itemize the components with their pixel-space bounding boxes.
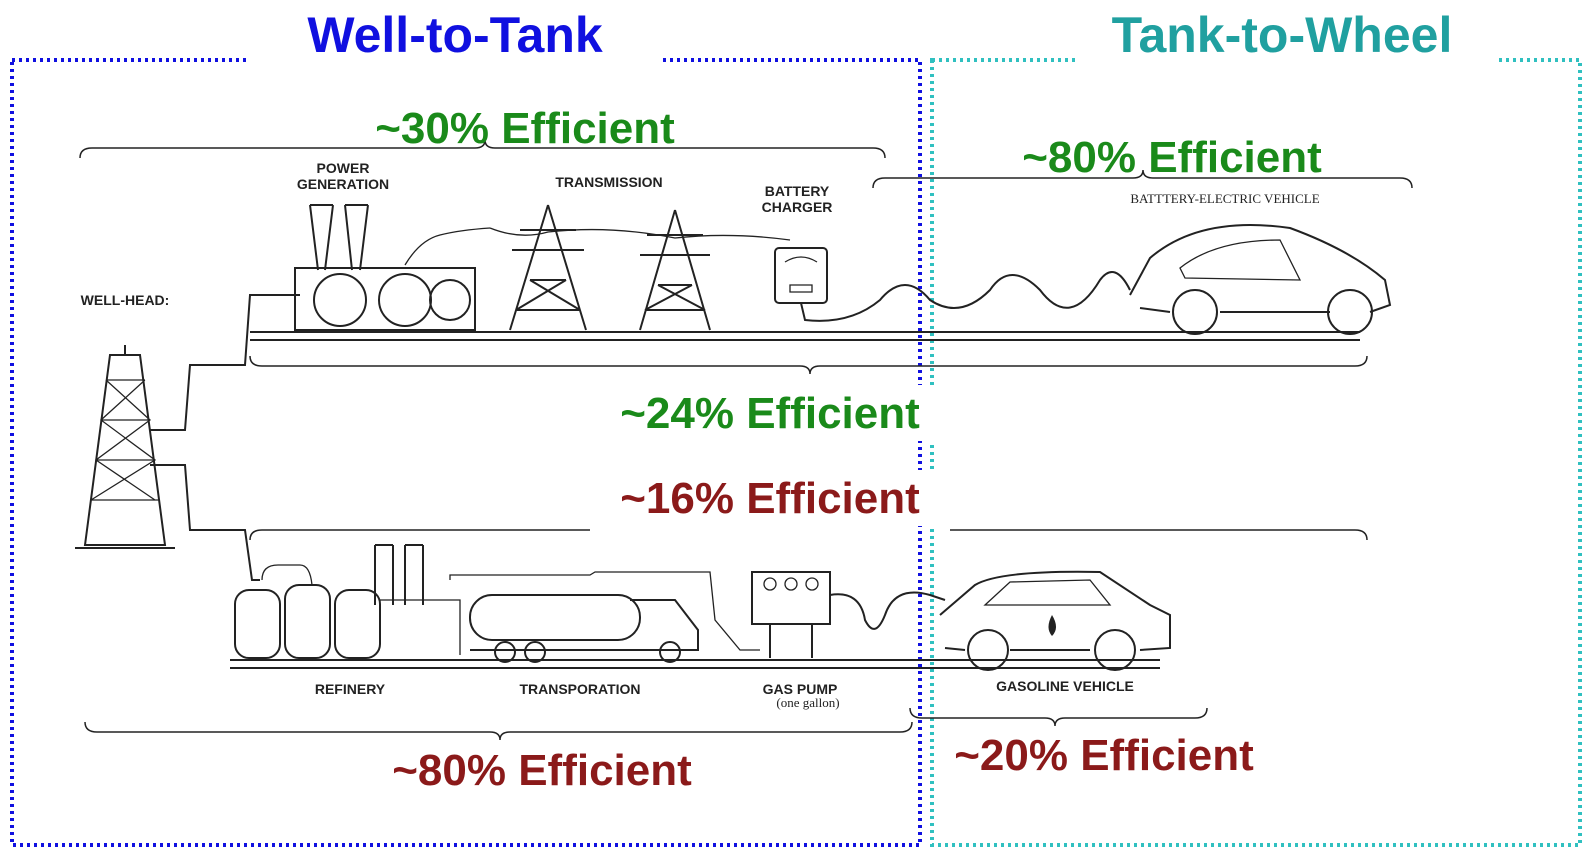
component-label: TRANSPORATION [519,681,640,697]
derrick [75,345,175,549]
brace [84,721,913,741]
gasoline-car [939,570,1171,671]
gas-pump [751,571,946,658]
brace [872,169,1413,189]
component-label: REFINERY [315,681,386,697]
component-label: TRANSMISSION [555,174,662,190]
power-plant [294,204,491,331]
efficiency-label: ~24% Efficient [620,389,920,438]
label-bg [595,470,935,526]
tower [489,204,791,331]
refinery [234,544,461,659]
efficiency-label: ~16% Efficient [620,474,920,523]
well-to-tank-box [10,58,922,847]
ground [230,659,1160,669]
pipe [150,294,300,581]
component-label: WELL-HEAD: [81,292,170,308]
title-bg [1075,10,1495,62]
component-label: BATTTERY-ELECTRIC VEHICLE [1130,191,1319,206]
efficiency-label: ~30% Efficient [375,104,675,153]
component-label: (one gallon) [776,695,839,710]
component-label: GAS PUMP [763,681,838,697]
component-label: BATTERY [765,183,830,199]
component-label: POWER [317,160,370,176]
efficiency-label: ~80% Efficient [1022,133,1322,182]
electric-car [1129,223,1392,335]
fuel-drop [1048,615,1056,636]
title-bg [250,10,660,62]
charger [774,247,1131,322]
efficiency-label: ~20% Efficient [954,731,1254,780]
brace [79,139,886,159]
component-label: CHARGER [762,199,833,215]
component-label: GENERATION [297,176,389,192]
component-label: GASOLINE VEHICLE [996,678,1134,694]
tanker-truck [449,571,760,663]
brace [909,707,1208,727]
section-title: Well-to-Tank [307,7,603,63]
label-bg [595,385,935,441]
efficiency-label: ~80% Efficient [392,746,692,795]
section-title: Tank-to-Wheel [1112,7,1453,63]
brace [249,355,1368,375]
brace [249,529,1368,541]
ground [250,331,1360,341]
